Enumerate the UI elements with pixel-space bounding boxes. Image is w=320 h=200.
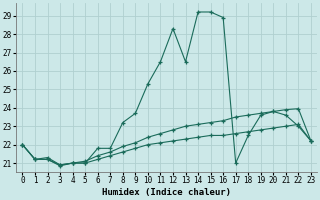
X-axis label: Humidex (Indice chaleur): Humidex (Indice chaleur)	[102, 188, 231, 197]
